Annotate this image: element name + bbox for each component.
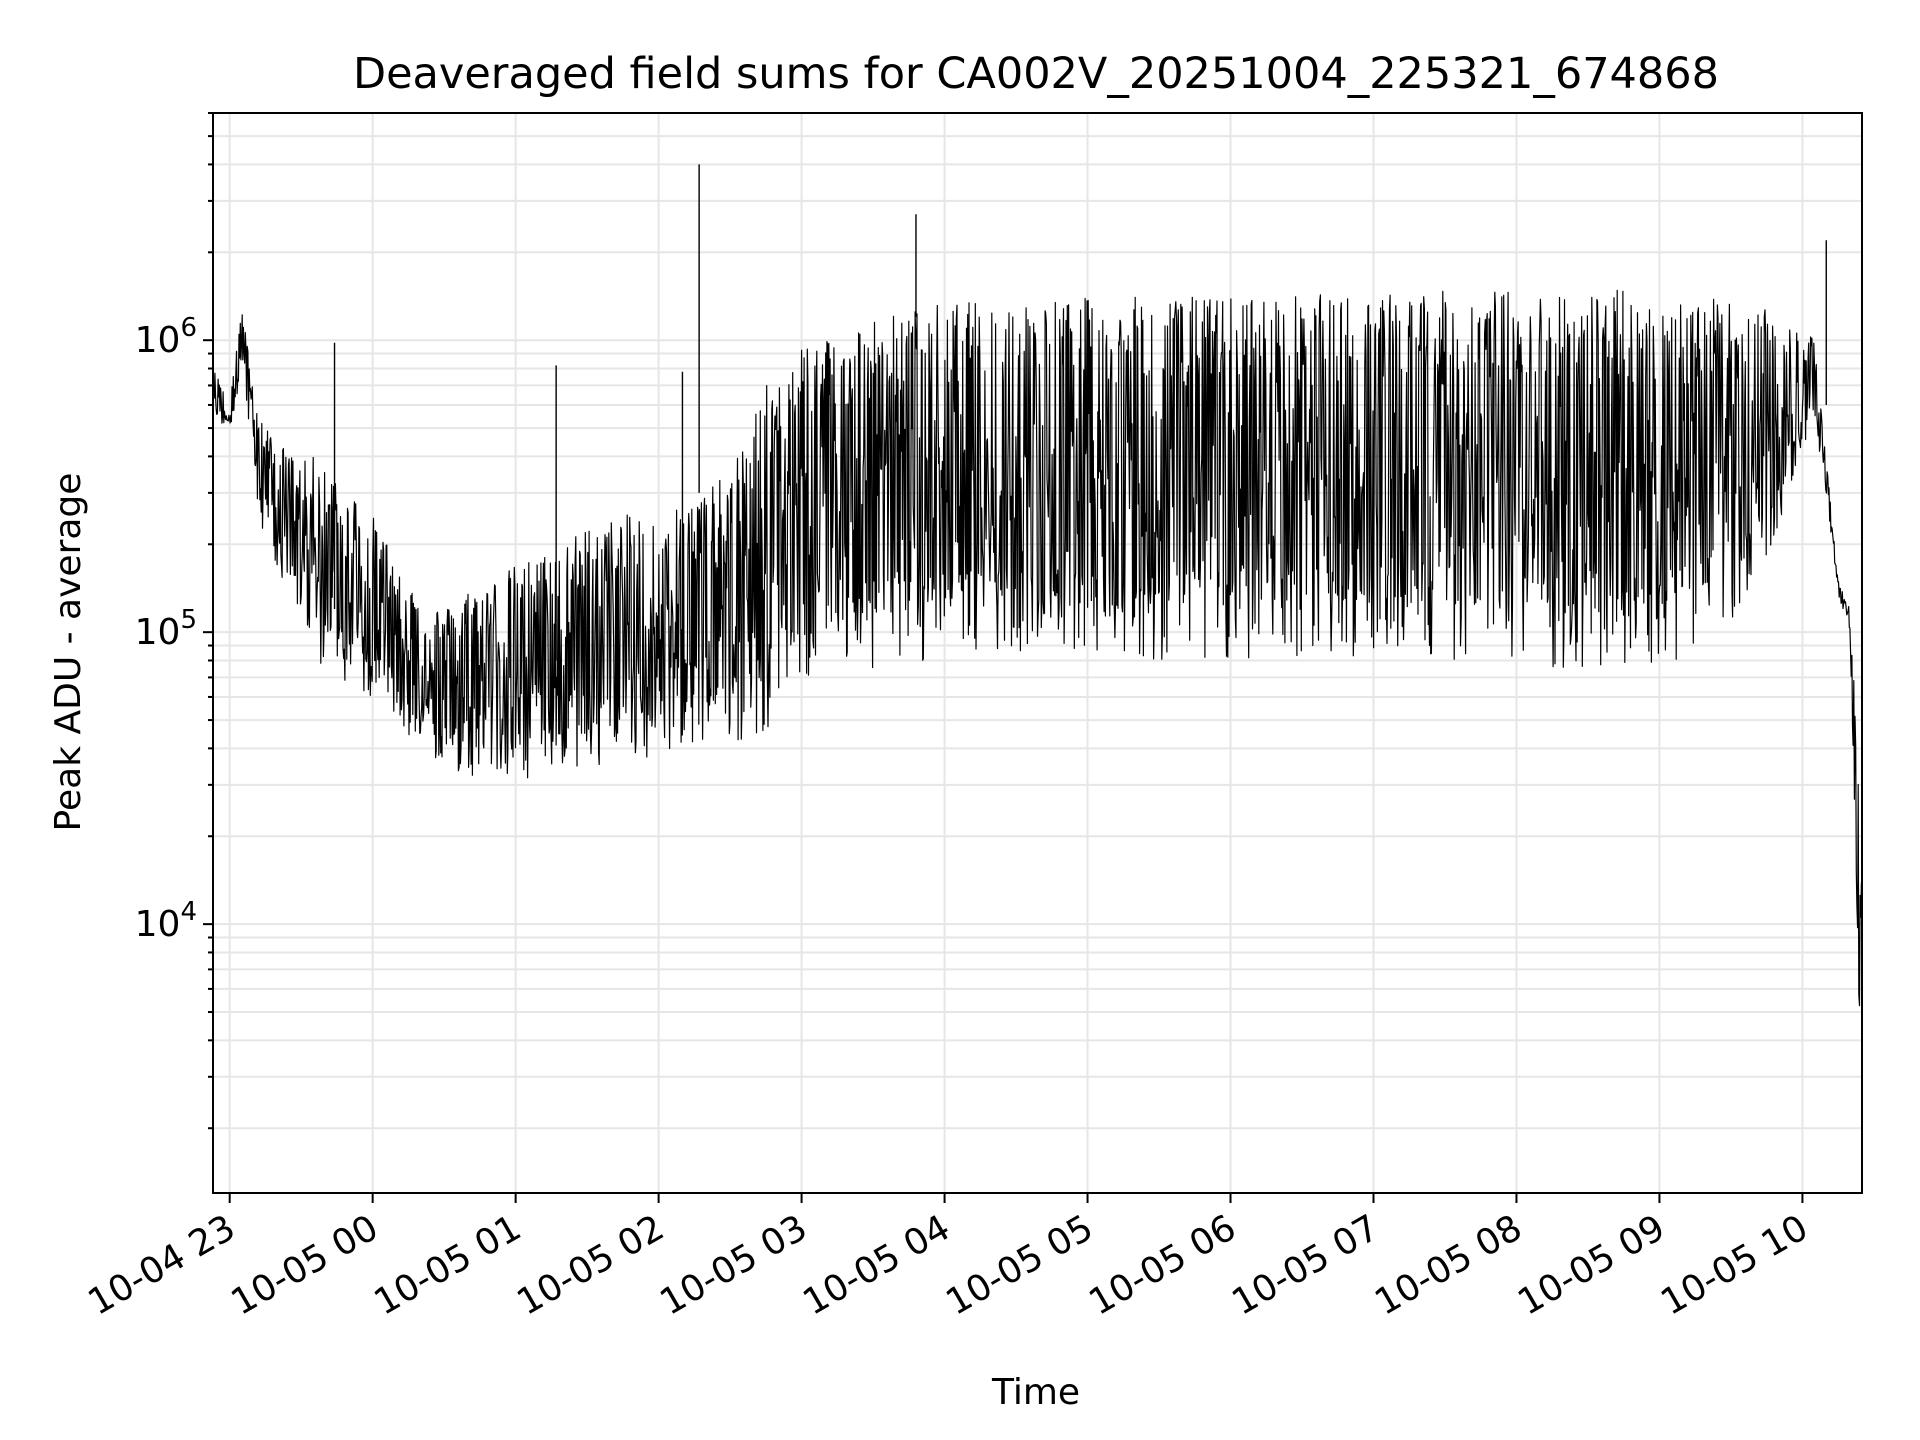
- y-tick-label: 105: [135, 605, 197, 653]
- series-line: [212, 289, 1863, 1007]
- y-axis-title: Peak ADU - average: [48, 473, 89, 832]
- y-tick-label: 106: [135, 313, 197, 361]
- x-axis-title: Time: [991, 1372, 1080, 1413]
- chart-title: Deaveraged field sums for CA002V_2025100…: [353, 49, 1719, 99]
- plot-frame: [212, 112, 1863, 1194]
- data-layer: [212, 164, 1863, 1007]
- y-tick-label: 104: [135, 897, 197, 945]
